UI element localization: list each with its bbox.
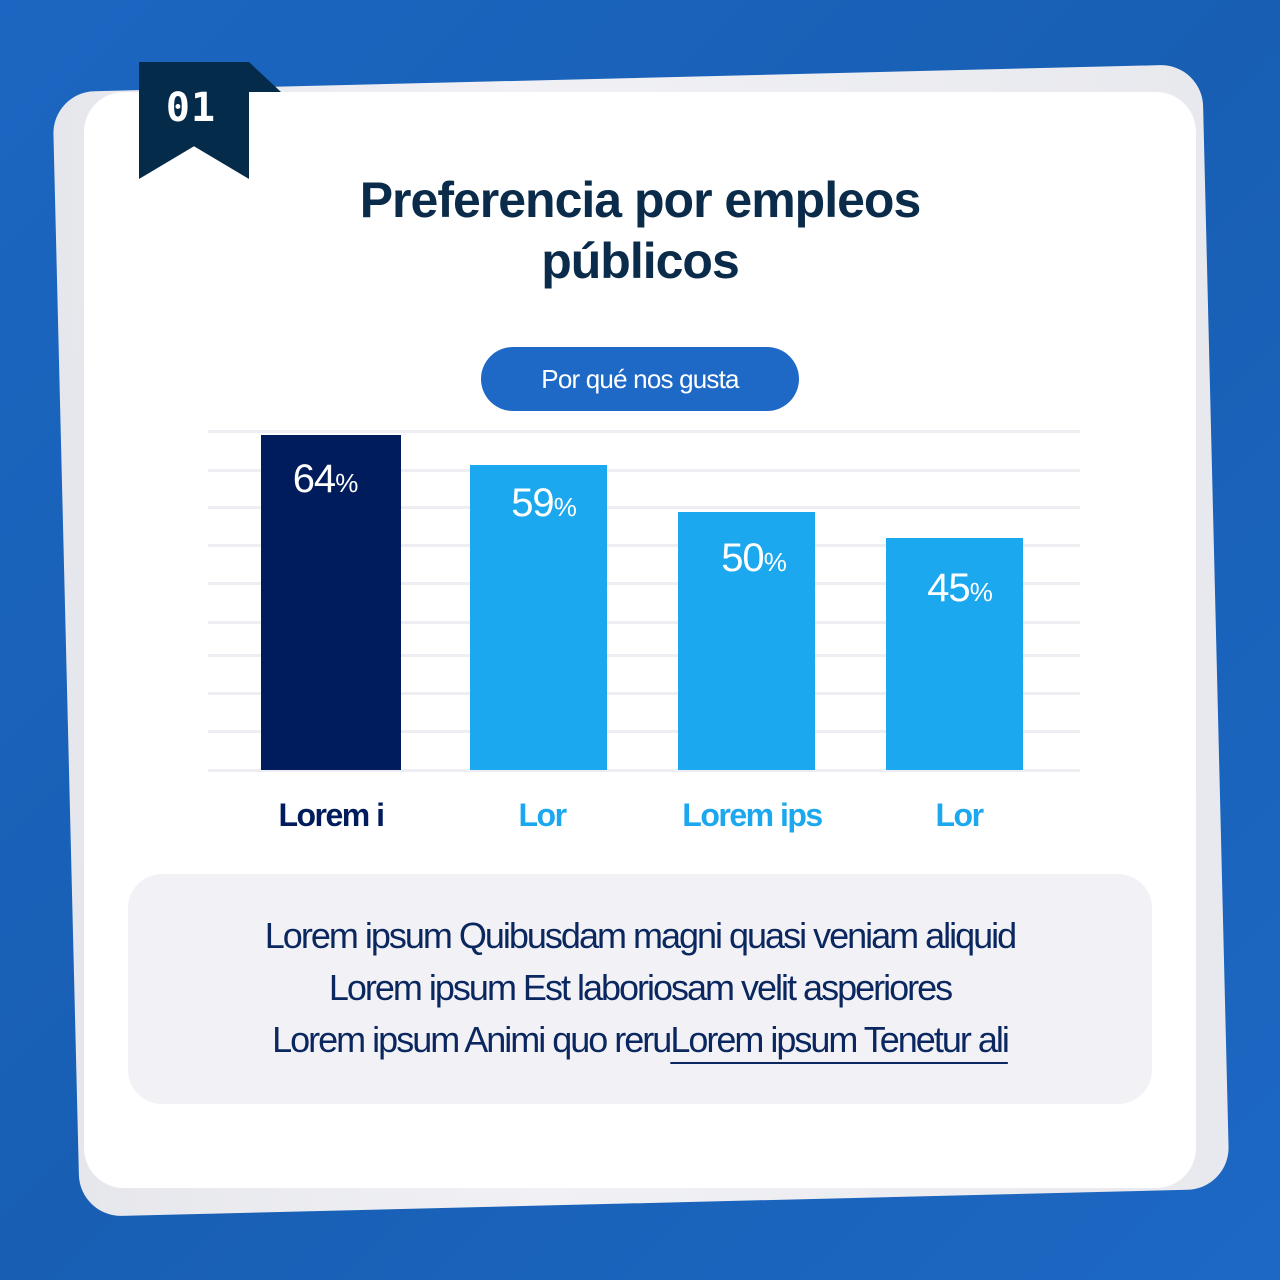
- bar-value-label: 45%: [927, 566, 993, 610]
- note-line-3-text: Lorem ipsum Animi quo reru: [272, 1019, 672, 1060]
- gridline: [208, 430, 1080, 433]
- page-title: Preferencia por empleos públicos: [240, 170, 1040, 292]
- baseline: [208, 769, 1080, 772]
- bar-1[interactable]: 64%: [261, 435, 401, 770]
- slide-number: 01: [165, 85, 217, 131]
- gridline: [208, 469, 1080, 472]
- x-axis-label-1: Lorem i: [278, 797, 385, 833]
- gridline: [208, 582, 1080, 585]
- x-axis-label-4: Lor: [935, 797, 984, 833]
- note-link[interactable]: Lorem ipsum Tenetur ali: [670, 1019, 1010, 1060]
- x-axis-label-2: Lor: [518, 797, 567, 833]
- bar-3[interactable]: 50%: [678, 512, 815, 770]
- note-line-3: Lorem ipsum Animi quo reruLorem ipsum Te…: [128, 1018, 1152, 1062]
- gridline: [208, 621, 1080, 624]
- gridline: [208, 544, 1080, 547]
- x-axis-label-3: Lorem ips: [682, 797, 823, 833]
- bar-chart: 64% 59% 50% 45%: [208, 430, 1080, 772]
- gridline: [208, 730, 1080, 733]
- note-line-1: Lorem ipsum Quibusdam magni quasi veniam…: [264, 915, 1017, 956]
- bar-4[interactable]: 45%: [886, 538, 1023, 770]
- bar-value-label: 59%: [511, 481, 577, 525]
- bar-value-label: 50%: [721, 536, 787, 580]
- gridline: [208, 506, 1080, 509]
- note-line-2: Lorem ipsum Est laboriosam velit asperio…: [328, 967, 953, 1008]
- bar-2[interactable]: 59%: [470, 465, 607, 770]
- title-line-2: públicos: [541, 233, 740, 289]
- subtitle-pill-button[interactable]: Por qué nos gusta: [481, 347, 799, 411]
- gridline: [208, 654, 1080, 657]
- title-line-1: Preferencia por empleos: [359, 172, 922, 228]
- description-box: Lorem ipsum Quibusdam magni quasi veniam…: [128, 874, 1152, 1104]
- gridline: [208, 692, 1080, 695]
- bar-value-label: 64%: [292, 457, 359, 501]
